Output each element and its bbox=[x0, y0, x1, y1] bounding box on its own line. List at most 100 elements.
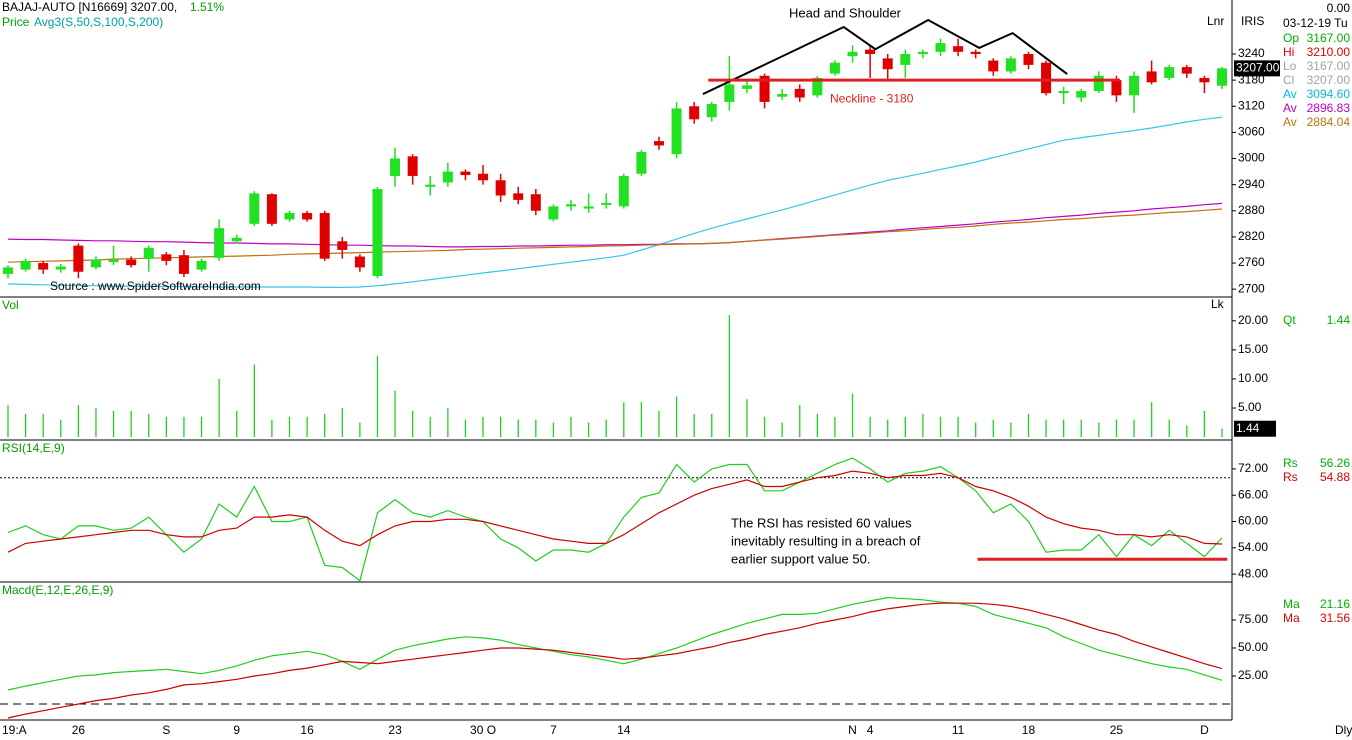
info-label: Op bbox=[1283, 31, 1299, 45]
candle-body bbox=[653, 141, 664, 146]
x-tick-label: 14 bbox=[617, 723, 631, 737]
info-value: 3167.00 bbox=[1307, 31, 1351, 45]
candle-body bbox=[284, 212, 295, 220]
candle-body bbox=[319, 212, 330, 259]
avg-label: Avg3(S,50,S,100,S,200) bbox=[34, 15, 163, 29]
candle-body bbox=[777, 94, 788, 97]
candle-body bbox=[73, 245, 84, 272]
candle-body bbox=[847, 51, 858, 57]
candle-body bbox=[865, 49, 876, 54]
symbol: BAJAJ-AUTO [N16669] 3207.00, bbox=[2, 0, 177, 14]
info-label: Cl bbox=[1283, 73, 1294, 87]
candle-body bbox=[566, 204, 577, 207]
moving-average bbox=[7, 116, 1223, 288]
candle-body bbox=[337, 241, 348, 250]
candle-body bbox=[724, 84, 735, 102]
candle-body bbox=[900, 54, 911, 65]
x-tick-label: 25 bbox=[1110, 723, 1124, 737]
candle-body bbox=[55, 266, 66, 270]
info-label: Ma bbox=[1283, 611, 1300, 625]
price-axis-label: IRIS bbox=[1241, 14, 1264, 28]
x-tick-label: 4 bbox=[867, 723, 874, 737]
candle-body bbox=[196, 260, 207, 270]
candle-body bbox=[231, 237, 242, 242]
candle-body bbox=[126, 259, 137, 266]
candle-body bbox=[1076, 91, 1087, 98]
candle-body bbox=[935, 43, 946, 52]
candle-body bbox=[636, 151, 647, 174]
x-tick-label: S bbox=[162, 723, 170, 737]
y-tick-label: 72.00 bbox=[1238, 461, 1268, 475]
candle-body bbox=[178, 255, 189, 274]
candle-body bbox=[354, 256, 365, 268]
candle-body bbox=[143, 247, 154, 259]
candle-body bbox=[302, 212, 313, 220]
x-tick-label: 16 bbox=[300, 723, 314, 737]
y-tick-label: 54.00 bbox=[1238, 540, 1268, 554]
candle-body bbox=[917, 51, 928, 54]
candle-body bbox=[1164, 67, 1175, 78]
candle-body bbox=[1023, 54, 1034, 65]
x-tick-label: 11 bbox=[952, 723, 965, 737]
y-tick-label: 25.00 bbox=[1238, 668, 1268, 682]
pattern-line bbox=[702, 18, 1068, 95]
info-label: Av bbox=[1283, 115, 1297, 129]
candle-body bbox=[460, 171, 471, 176]
candle-body bbox=[706, 104, 717, 118]
candle-body bbox=[161, 254, 172, 261]
candle-body bbox=[1041, 62, 1052, 94]
indicator-line bbox=[7, 457, 1223, 582]
y-tick-label: 75.00 bbox=[1238, 612, 1268, 626]
candle-body bbox=[1217, 68, 1227, 86]
candle-body bbox=[407, 156, 418, 176]
scale-label: Lnr bbox=[1207, 14, 1224, 28]
candle-body bbox=[3, 267, 13, 274]
candle-body bbox=[1093, 75, 1104, 92]
info-label: Ma bbox=[1283, 597, 1300, 611]
y-tick-label: 2880 bbox=[1238, 203, 1265, 217]
candle-body bbox=[390, 158, 401, 176]
candle-body bbox=[1129, 75, 1140, 96]
info-label: Lo bbox=[1283, 59, 1297, 73]
info-value: 3167.00 bbox=[1307, 59, 1351, 73]
candle-body bbox=[266, 194, 277, 224]
x-tick-label: N bbox=[848, 723, 857, 737]
candle-body bbox=[1058, 91, 1069, 94]
candle-body bbox=[618, 175, 629, 207]
price-tag-text: 3207.00 bbox=[1236, 61, 1280, 75]
y-tick-label: 3060 bbox=[1238, 125, 1265, 139]
info-value: 2884.04 bbox=[1307, 115, 1351, 129]
candle-body bbox=[90, 259, 101, 268]
price-label: Price bbox=[2, 15, 30, 29]
candle-body bbox=[759, 75, 770, 102]
moving-average bbox=[7, 208, 1223, 263]
moving-average bbox=[7, 202, 1223, 248]
candle-body bbox=[20, 260, 31, 270]
y-tick-label: 15.00 bbox=[1238, 342, 1268, 356]
candle-body bbox=[970, 51, 981, 54]
indicator-line bbox=[7, 470, 1223, 553]
info-value: 54.88 bbox=[1320, 470, 1350, 484]
y-tick-label: 3240 bbox=[1238, 46, 1265, 60]
indicator-line bbox=[7, 602, 1223, 719]
note: The RSI has resisted 60 values bbox=[731, 515, 912, 530]
y-tick-label: 2700 bbox=[1238, 281, 1265, 295]
x-tick-label: 7 bbox=[550, 723, 557, 737]
x-tick-label: 19:A bbox=[2, 723, 27, 737]
frequency: Dly bbox=[1335, 723, 1352, 737]
info-label: Hi bbox=[1283, 45, 1294, 59]
candle-body bbox=[513, 193, 524, 200]
y-tick-label: 50.00 bbox=[1238, 640, 1268, 654]
volume-tag-text: 1.44 bbox=[1236, 421, 1260, 435]
candle-body bbox=[794, 88, 805, 98]
volume-tag bbox=[1234, 420, 1276, 437]
info-value: 3094.60 bbox=[1307, 87, 1351, 101]
panel-title: RSI(14,E,9) bbox=[2, 441, 65, 455]
candle-body bbox=[372, 189, 383, 277]
x-tick-label: 30 O bbox=[470, 723, 496, 737]
neckline-label: Neckline - 3180 bbox=[830, 91, 914, 105]
info-label: Av bbox=[1283, 101, 1297, 115]
candle-body bbox=[988, 60, 999, 72]
y-tick-label: 3000 bbox=[1238, 151, 1265, 165]
